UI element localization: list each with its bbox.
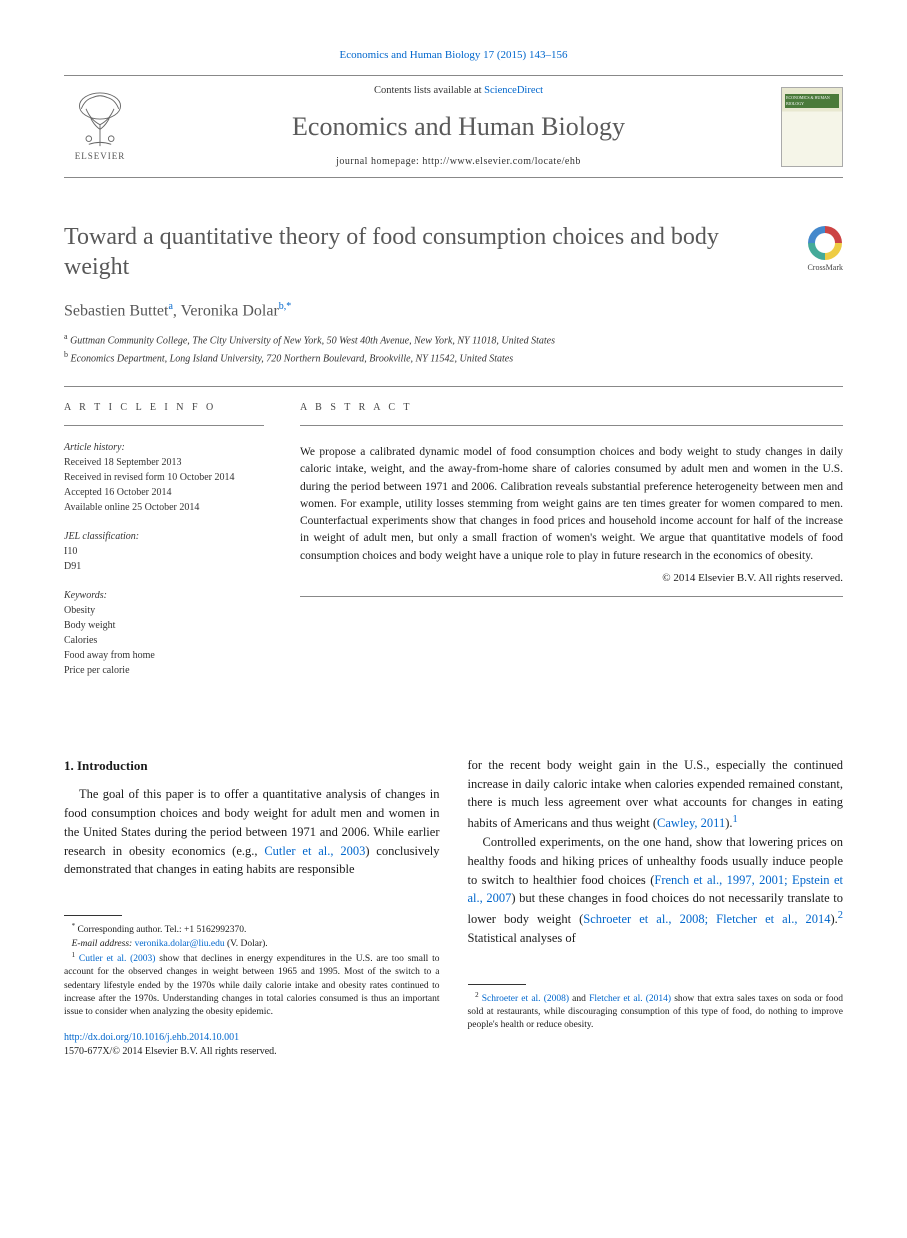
elsevier-tree-icon	[72, 92, 128, 148]
fn-ref-2[interactable]: 2	[838, 910, 843, 921]
corresponding-star[interactable]: *	[286, 301, 291, 312]
kw-2: Body weight	[64, 618, 264, 633]
header-reference[interactable]: Economics and Human Biology 17 (2015) 14…	[64, 48, 843, 63]
p2b: ).	[725, 816, 732, 830]
fn2-ref1[interactable]: Schroeter et al. (2008)	[482, 994, 569, 1004]
affiliations: a Guttman Community College, The City Un…	[64, 331, 843, 366]
para-3: Controlled experiments, on the one hand,…	[468, 833, 844, 948]
email-link[interactable]: veronika.dolar@liu.edu	[135, 939, 225, 949]
abstract-column: A B S T R A C T We propose a calibrated …	[300, 401, 843, 692]
history-accepted: Accepted 16 October 2014	[64, 485, 264, 500]
journal-name: Economics and Human Biology	[136, 109, 781, 145]
abstract-text: We propose a calibrated dynamic model of…	[300, 444, 843, 565]
journal-center: Contents lists available at ScienceDirec…	[136, 84, 781, 169]
article-info-column: A R T I C L E I N F O Article history: R…	[64, 401, 264, 692]
kw-3: Calories	[64, 633, 264, 648]
p3c: ).	[831, 912, 838, 926]
cover-band-text: ECONOMICS & HUMAN BIOLOGY	[785, 94, 839, 108]
page-container: Economics and Human Biology 17 (2015) 14…	[0, 0, 907, 1091]
fn-2: 2 Schroeter et al. (2008) and Fletcher e…	[468, 991, 844, 1033]
fn-corresponding: * Corresponding author. Tel.: +1 5162992…	[64, 922, 440, 937]
p3d: Statistical analyses of	[468, 931, 576, 945]
abstract-rule	[300, 425, 843, 426]
footnotes-left: * Corresponding author. Tel.: +1 5162992…	[64, 922, 440, 1019]
affiliation-a: a Guttman Community College, The City Un…	[64, 331, 843, 348]
fn-email-label: E-mail address:	[72, 939, 135, 949]
kw-4: Food away from home	[64, 648, 264, 663]
para-1: The goal of this paper is to offer a qua…	[64, 785, 440, 879]
history-received: Received 18 September 2013	[64, 455, 264, 470]
abstract-bottom-rule	[300, 596, 843, 597]
fn1-ref-link[interactable]: Cutler et al. (2003)	[79, 954, 156, 964]
article-title: Toward a quantitative theory of food con…	[64, 222, 787, 282]
kw-5: Price per calorie	[64, 663, 264, 678]
abstract-label: A B S T R A C T	[300, 401, 843, 415]
fn-corr-text: Corresponding author. Tel.: +1 516299237…	[77, 925, 246, 935]
jel-block: JEL classification: I10 D91	[64, 529, 264, 574]
body-col-left: 1. Introduction The goal of this paper i…	[64, 756, 440, 1060]
authors-line: Sebastien Butteta, Veronika Dolarb,*	[64, 300, 843, 323]
author-1[interactable]: Sebastien Buttet	[64, 303, 168, 320]
abstract-copyright: © 2014 Elsevier B.V. All rights reserved…	[300, 571, 843, 586]
affiliation-b: b Economics Department, Long Island Univ…	[64, 349, 843, 366]
sciencedirect-link[interactable]: ScienceDirect	[484, 85, 543, 96]
fn2-mid: and	[569, 994, 589, 1004]
footnotes-right: 2 Schroeter et al. (2008) and Fletcher e…	[468, 991, 844, 1033]
kw-1: Obesity	[64, 603, 264, 618]
footnote-rule-right	[468, 984, 526, 985]
section-1-head: 1. Introduction	[64, 756, 440, 776]
publisher-name: ELSEVIER	[75, 150, 126, 163]
author-2[interactable]: Veronika Dolar	[181, 303, 279, 320]
title-block: Toward a quantitative theory of food con…	[64, 222, 843, 282]
ref-schroeter-fletcher[interactable]: Schroeter et al., 2008; Fletcher et al.,…	[583, 912, 830, 926]
journal-header-box: ELSEVIER Contents lists available at Sci…	[64, 75, 843, 178]
affil-a-text: Guttman Community College, The City Univ…	[70, 336, 555, 347]
keywords-head: Keywords:	[64, 588, 264, 603]
affil-b-text: Economics Department, Long Island Univer…	[71, 353, 514, 364]
issn-line: 1570-677X/© 2014 Elsevier B.V. All right…	[64, 1046, 277, 1057]
journal-cover-thumbnail[interactable]: ECONOMICS & HUMAN BIOLOGY	[781, 87, 843, 167]
fn-email-tail: (V. Dolar).	[225, 939, 268, 949]
info-rule	[64, 425, 264, 426]
divider-top	[64, 386, 843, 387]
info-abstract-row: A R T I C L E I N F O Article history: R…	[64, 401, 843, 692]
jel-head: JEL classification:	[64, 529, 264, 544]
contents-label: Contents lists available at	[374, 85, 484, 96]
crossmark-badge[interactable]: CrossMark	[807, 226, 843, 273]
history-head: Article history:	[64, 440, 264, 455]
history-revised: Received in revised form 10 October 2014	[64, 470, 264, 485]
history-online: Available online 25 October 2014	[64, 500, 264, 515]
contents-line: Contents lists available at ScienceDirec…	[136, 84, 781, 99]
fn2-ref2[interactable]: Fletcher et al. (2014)	[589, 994, 671, 1004]
p2a: for the recent body weight gain in the U…	[468, 758, 844, 830]
history-block: Article history: Received 18 September 2…	[64, 440, 264, 515]
keywords-block: Keywords: Obesity Body weight Calories F…	[64, 588, 264, 678]
fn-1: 1 Cutler et al. (2003) show that decline…	[64, 951, 440, 1020]
crossmark-icon	[808, 226, 842, 260]
body-columns: 1. Introduction The goal of this paper i…	[64, 756, 843, 1060]
footnote-rule-left	[64, 915, 122, 916]
ref-cawley-2011[interactable]: Cawley, 2011	[657, 816, 725, 830]
fn-email: E-mail address: veronika.dolar@liu.edu (…	[64, 938, 440, 951]
para-2: for the recent body weight gain in the U…	[468, 756, 844, 833]
jel-1: I10	[64, 544, 264, 559]
journal-homepage[interactable]: journal homepage: http://www.elsevier.co…	[136, 155, 781, 169]
jel-2: D91	[64, 559, 264, 574]
doi-block: http://dx.doi.org/10.1016/j.ehb.2014.10.…	[64, 1031, 440, 1059]
publisher-logo[interactable]: ELSEVIER	[64, 92, 136, 163]
ref-cutler-2003[interactable]: Cutler et al., 2003	[264, 844, 365, 858]
body-col-right: for the recent body weight gain in the U…	[468, 756, 844, 1060]
article-info-label: A R T I C L E I N F O	[64, 401, 264, 415]
author-sep: ,	[173, 303, 181, 320]
fn-ref-1[interactable]: 1	[733, 814, 738, 825]
crossmark-label: CrossMark	[807, 262, 843, 273]
doi-link[interactable]: http://dx.doi.org/10.1016/j.ehb.2014.10.…	[64, 1032, 239, 1043]
